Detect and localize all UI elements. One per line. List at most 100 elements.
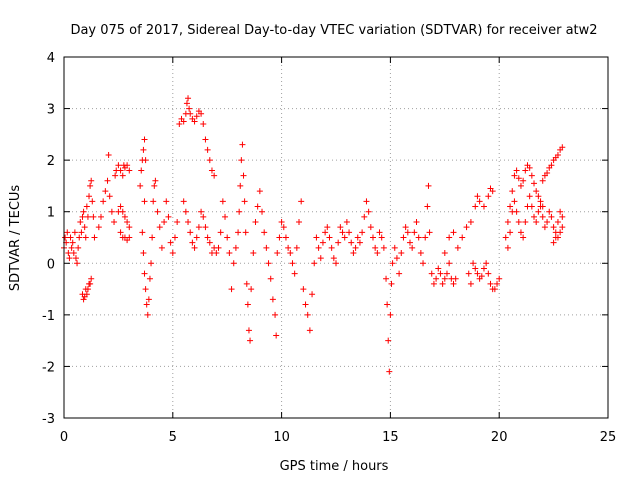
- data-point: [389, 260, 396, 267]
- data-point: [435, 265, 442, 272]
- data-point: [217, 229, 224, 236]
- data-point: [141, 270, 148, 277]
- data-point: [409, 244, 416, 251]
- data-point: [324, 224, 331, 231]
- data-point: [522, 167, 529, 174]
- data-point: [420, 260, 427, 267]
- data-point: [413, 219, 420, 226]
- data-point: [494, 280, 501, 287]
- data-point: [112, 172, 119, 179]
- data-point: [70, 249, 77, 256]
- data-point: [105, 151, 112, 158]
- data-point: [559, 213, 566, 220]
- data-point: [333, 260, 339, 267]
- data-point: [411, 229, 418, 236]
- data-point: [520, 177, 527, 184]
- data-point: [274, 249, 281, 256]
- data-point: [496, 275, 503, 282]
- data-point: [424, 203, 431, 210]
- data-point: [87, 280, 94, 287]
- data-point: [267, 275, 274, 282]
- data-point: [84, 286, 91, 293]
- data-point: [137, 182, 144, 189]
- data-point: [513, 167, 520, 174]
- x-tick-label: 15: [382, 430, 399, 445]
- data-point: [391, 244, 398, 251]
- data-point: [367, 224, 374, 231]
- data-point: [244, 301, 251, 308]
- data-point: [273, 332, 280, 339]
- data-point: [415, 234, 422, 241]
- data-point: [191, 118, 198, 125]
- data-point: [328, 244, 335, 251]
- data-point: [91, 234, 98, 241]
- data-point: [350, 249, 357, 256]
- x-tick-label: 25: [600, 430, 617, 445]
- data-point: [313, 234, 320, 241]
- data-point: [306, 327, 313, 334]
- data-point: [239, 141, 246, 148]
- data-point: [154, 208, 161, 215]
- data-point: [396, 270, 403, 277]
- data-point: [491, 286, 498, 293]
- data-point: [441, 275, 448, 282]
- data-point: [296, 219, 303, 226]
- data-point: [517, 182, 524, 189]
- data-point: [326, 234, 333, 241]
- data-point: [183, 100, 190, 107]
- data-point: [111, 219, 118, 226]
- data-point: [372, 244, 379, 251]
- data-point: [315, 244, 322, 251]
- data-point: [272, 311, 279, 318]
- data-point: [335, 239, 342, 246]
- y-tick-label: 0: [47, 257, 55, 272]
- data-point: [533, 219, 540, 226]
- data-point: [265, 260, 272, 267]
- data-point: [354, 234, 361, 241]
- x-tick-label: 10: [273, 430, 290, 445]
- data-point: [517, 229, 524, 236]
- data-point: [559, 144, 566, 151]
- data-point: [222, 213, 229, 220]
- data-point: [88, 177, 95, 184]
- data-point: [539, 177, 546, 184]
- data-point: [289, 260, 296, 267]
- data-point: [83, 291, 90, 298]
- data-point: [509, 188, 516, 195]
- data-point: [180, 118, 187, 125]
- data-point: [504, 219, 511, 226]
- data-point: [208, 167, 215, 174]
- data-point: [167, 239, 174, 246]
- data-point: [187, 110, 194, 117]
- data-point: [465, 270, 472, 277]
- data-point: [544, 170, 551, 177]
- data-point: [352, 244, 359, 251]
- data-point: [211, 172, 218, 179]
- data-point: [507, 229, 514, 236]
- data-point: [81, 224, 88, 231]
- data-point: [428, 270, 435, 277]
- data-point: [77, 219, 84, 226]
- data-point: [282, 234, 289, 241]
- data-point: [322, 229, 329, 236]
- data-point: [467, 219, 474, 226]
- data-point: [198, 110, 205, 117]
- data-point: [298, 198, 305, 205]
- data-point: [139, 229, 146, 236]
- data-point: [269, 296, 276, 303]
- data-point: [439, 280, 446, 287]
- data-point: [67, 234, 74, 241]
- data-point: [185, 95, 192, 102]
- data-point: [165, 213, 172, 220]
- data-point: [97, 213, 104, 220]
- data-point: [240, 172, 247, 179]
- data-point: [513, 208, 520, 215]
- data-point: [383, 275, 390, 282]
- data-point: [363, 198, 370, 205]
- data-point: [443, 270, 450, 277]
- data-point: [65, 249, 72, 256]
- data-point: [119, 172, 126, 179]
- data-point: [82, 234, 89, 241]
- data-point: [87, 182, 94, 189]
- data-point: [219, 198, 226, 205]
